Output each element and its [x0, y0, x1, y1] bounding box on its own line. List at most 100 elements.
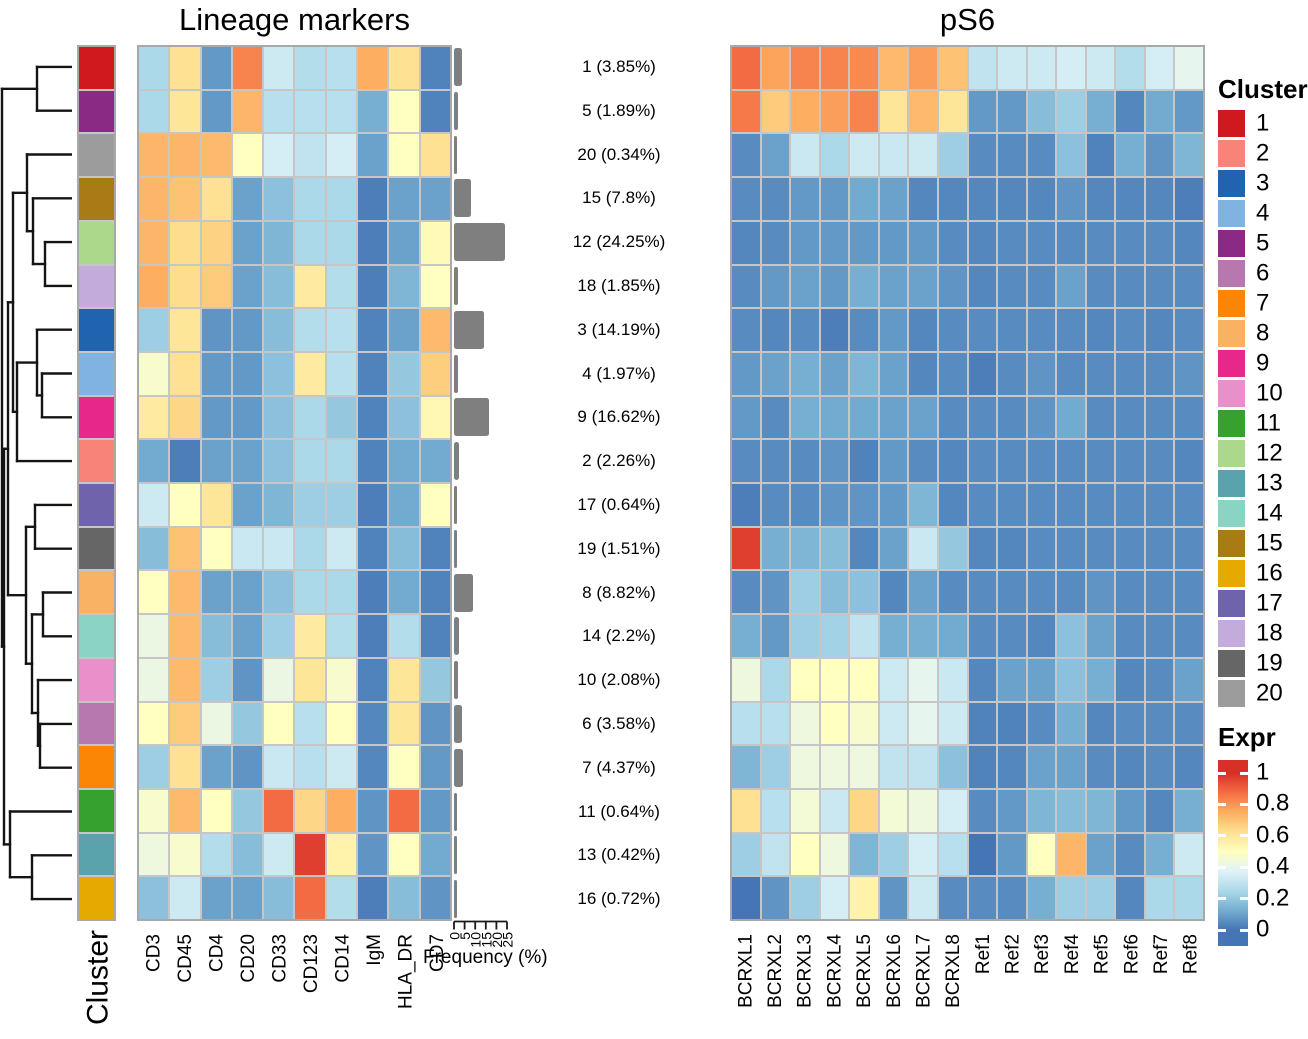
ps6-heatmap-cell: [879, 47, 908, 89]
ps6-heatmap-cell: [968, 396, 997, 439]
lineage-heatmap-cell: [201, 90, 231, 133]
lineage-heatmap-cell: [420, 833, 450, 876]
frequency-bar: [454, 442, 459, 481]
cluster-legend-swatch: [1218, 590, 1245, 617]
ps6-heatmap-cell: [1086, 484, 1115, 526]
ps6-heatmap: [730, 45, 1205, 921]
lineage-heatmap-cell: [295, 746, 325, 788]
ps6-heatmap-cell: [879, 221, 908, 264]
lineage-heatmap-cell: [326, 746, 357, 788]
ps6-heatmap-cell: [879, 833, 908, 876]
cluster-color-cell: [79, 90, 114, 133]
frequency-bar: [454, 266, 458, 305]
lineage-heatmap-cell: [326, 178, 357, 220]
ps6-heatmap-cell: [909, 309, 937, 351]
ps6-heatmap-cell: [791, 877, 819, 919]
expr-colorbar-tick: [1240, 865, 1248, 869]
lineage-heatmap-cell: [201, 484, 231, 526]
lineage-heatmap-cell: [232, 571, 263, 614]
ps6-heatmap-cell: [1027, 702, 1056, 745]
ps6-heatmap-cell: [998, 47, 1026, 89]
lineage-heatmap-cell: [295, 833, 325, 876]
ps6-column-label: Ref2: [1003, 934, 1024, 974]
expr-legend-title: Expr: [1218, 722, 1276, 752]
frequency-bar: [454, 223, 506, 262]
ps6-heatmap-cell: [879, 615, 908, 657]
ps6-heatmap-cell: [1145, 746, 1174, 788]
frequency-tick-label: 5: [457, 932, 473, 940]
cluster-color-cell: [79, 352, 114, 395]
frequency-bar: [454, 398, 490, 437]
lineage-heatmap-cell: [139, 352, 169, 395]
ps6-heatmap-cell: [968, 484, 997, 526]
ps6-heatmap-cell: [998, 352, 1026, 395]
lineage-heatmap-cell: [201, 352, 231, 395]
lineage-heatmap-cell: [139, 309, 169, 351]
ps6-heatmap-cell: [791, 527, 819, 570]
cluster-legend-label: 17: [1256, 588, 1283, 616]
ps6-heatmap-cell: [909, 789, 937, 832]
ps6-column-label: BCRXL3: [795, 934, 816, 1008]
lineage-heatmap-cell: [420, 877, 450, 919]
lineage-heatmap-cell: [232, 615, 263, 657]
lineage-heatmap-cell: [389, 527, 419, 570]
ps6-heatmap-cell: [938, 746, 967, 788]
ps6-heatmap-cell: [879, 352, 908, 395]
ps6-heatmap-cell: [761, 309, 790, 351]
ps6-heatmap-cell: [1145, 440, 1174, 482]
cluster-legend-item: 7: [1218, 289, 1308, 317]
ps6-heatmap-cell: [1057, 440, 1085, 482]
cluster-legend-label: 13: [1256, 468, 1283, 496]
ps6-heatmap-cell: [938, 833, 967, 876]
expr-colorbar-tick: [1240, 771, 1248, 775]
lineage-heatmap-cell: [201, 615, 231, 657]
ps6-heatmap-cell: [938, 877, 967, 919]
lineage-column-label: CD33: [269, 934, 290, 983]
ps6-heatmap-cell: [1027, 789, 1056, 832]
ps6-heatmap-cell: [909, 440, 937, 482]
lineage-heatmap-cell: [264, 658, 294, 701]
cluster-legend-item: 5: [1218, 228, 1308, 257]
lineage-heatmap-cell: [389, 702, 419, 745]
frequency-tick-label: 25: [500, 932, 516, 948]
lineage-heatmap-cell: [264, 527, 294, 570]
lineage-heatmap-cell: [232, 309, 263, 351]
cluster-legend-item: 18: [1218, 619, 1308, 647]
lineage-column-label: CD4: [206, 934, 227, 972]
lineage-heatmap-cell: [358, 833, 388, 876]
ps6-heatmap-cell: [879, 571, 908, 614]
lineage-heatmap-cell: [201, 178, 231, 220]
ps6-column-label: Ref8: [1181, 934, 1202, 974]
ps6-heatmap-cell: [998, 789, 1026, 832]
ps6-heatmap-cell: [820, 90, 849, 133]
ps6-heatmap-cell: [1057, 746, 1085, 788]
lineage-heatmap-cell: [326, 702, 357, 745]
ps6-heatmap-cell: [968, 309, 997, 351]
ps6-heatmap-cell: [1116, 658, 1144, 701]
ps6-heatmap-cell: [1027, 265, 1056, 308]
lineage-heatmap-cell: [170, 702, 200, 745]
lineage-heatmap-cell: [420, 178, 450, 220]
cluster-legend-label: 20: [1256, 678, 1283, 706]
ps6-heatmap-cell: [1086, 877, 1115, 919]
lineage-column-label: IgM: [364, 934, 385, 966]
ps6-heatmap-cell: [791, 702, 819, 745]
cluster-legend-label: 5: [1256, 228, 1270, 256]
frequency-bar: [454, 135, 457, 174]
expr-tick-label: 0.2: [1256, 884, 1290, 912]
ps6-heatmap-cell: [879, 527, 908, 570]
ps6-heatmap-cell: [998, 396, 1026, 439]
ps6-heatmap-cell: [1145, 877, 1174, 919]
ps6-heatmap-cell: [938, 178, 967, 220]
ps6-heatmap-cell: [998, 615, 1026, 657]
lineage-heatmap-cell: [420, 47, 450, 89]
lineage-heatmap-cell: [295, 352, 325, 395]
lineage-heatmap-cell: [326, 352, 357, 395]
ps6-heatmap-cell: [1086, 134, 1115, 177]
ps6-heatmap-cell: [998, 571, 1026, 614]
lineage-heatmap-cell: [326, 571, 357, 614]
lineage-heatmap-cell: [295, 47, 325, 89]
lineage-heatmap-cell: [420, 484, 450, 526]
lineage-heatmap-cell: [264, 90, 294, 133]
ps6-heatmap-cell: [820, 178, 849, 220]
